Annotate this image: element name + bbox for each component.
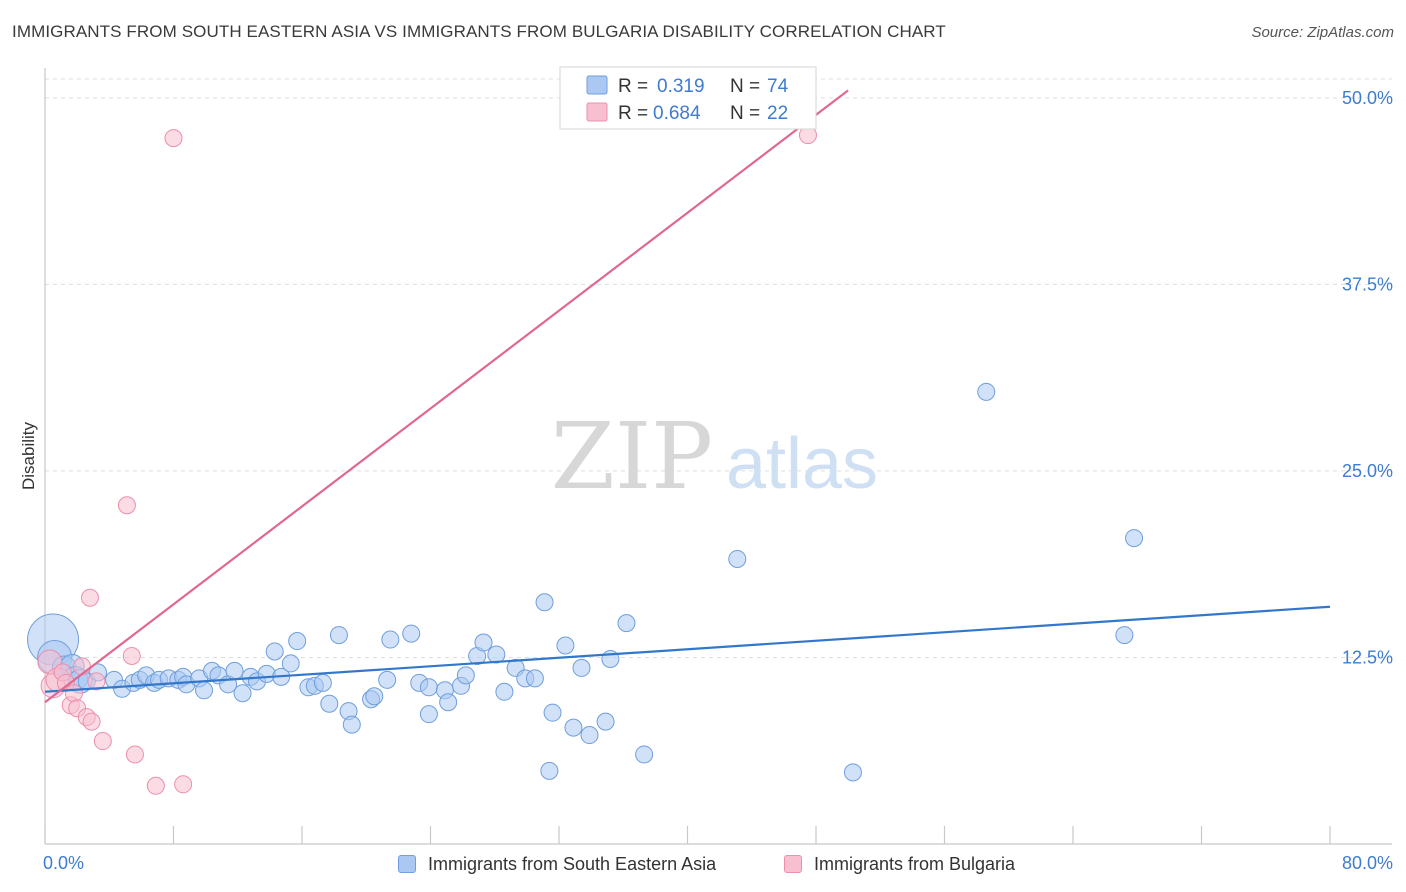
- point-south-eastern-asia: [843, 763, 862, 782]
- point-south-eastern-asia: [535, 593, 554, 612]
- watermark: ZIP atlas: [551, 403, 878, 510]
- point-south-eastern-asia: [1115, 626, 1134, 645]
- legend-item-south-eastern-asia[interactable]: Immigrants from South Eastern Asia: [398, 851, 716, 877]
- point-south-eastern-asia: [439, 693, 458, 712]
- point-south-eastern-asia: [257, 664, 276, 683]
- stats-n-value-2: 22: [767, 103, 788, 124]
- point-south-eastern-asia: [419, 705, 438, 724]
- point-south-eastern-asia: [342, 715, 361, 734]
- ticks-layer: 12.5% 25.0% 37.5% 50.0% 0.0% 80.0%: [43, 88, 1393, 873]
- legend-label-south-eastern-asia: Immigrants from South Eastern Asia: [428, 853, 717, 874]
- point-south-eastern-asia: [195, 681, 214, 700]
- stats-r-value-2: 0.684: [653, 103, 701, 124]
- point-south-eastern-asia: [474, 633, 493, 652]
- point-south-eastern-asia: [596, 712, 615, 731]
- point-south-eastern-asia: [564, 718, 583, 737]
- stats-r-label-2: R =: [618, 103, 648, 124]
- watermark-atlas: atlas: [726, 424, 878, 504]
- x-tick-label: 80.0%: [1342, 853, 1393, 873]
- point-bulgaria: [82, 712, 101, 731]
- stats-r-value-1: 0.319: [657, 76, 705, 97]
- y-tick-label: 12.5%: [1342, 647, 1393, 667]
- point-south-eastern-asia: [543, 703, 562, 722]
- point-south-eastern-asia: [572, 658, 591, 677]
- trend-layer: [44, 89, 1331, 704]
- point-south-eastern-asia: [525, 669, 544, 688]
- point-south-eastern-asia: [265, 642, 284, 661]
- stats-n-value-1: 74: [767, 76, 789, 97]
- trend-line-bulgaria: [44, 89, 849, 704]
- legend-swatch-blue: [398, 855, 416, 873]
- point-south-eastern-asia: [617, 614, 636, 633]
- source-label: Source: ZipAtlas.com: [1251, 24, 1394, 41]
- point-south-eastern-asia: [329, 626, 348, 645]
- legend-item-bulgaria[interactable]: Immigrants from Bulgaria: [784, 851, 1015, 877]
- points-layer: [27, 126, 1144, 795]
- point-bulgaria: [72, 657, 91, 676]
- point-bulgaria: [93, 732, 112, 751]
- grid-layer: [45, 78, 1392, 658]
- point-south-eastern-asia: [556, 636, 575, 655]
- y-tick-label: 25.0%: [1342, 461, 1393, 481]
- point-bulgaria: [80, 588, 99, 607]
- point-south-eastern-asia: [233, 684, 252, 703]
- stats-swatch-blue: [586, 75, 608, 95]
- point-south-eastern-asia: [381, 630, 400, 649]
- point-south-eastern-asia: [580, 726, 599, 745]
- point-south-eastern-asia: [365, 687, 384, 706]
- watermark-zip: ZIP: [551, 403, 713, 510]
- point-south-eastern-asia: [495, 682, 514, 701]
- point-south-eastern-asia: [320, 694, 339, 713]
- stats-n-label-2: N =: [730, 103, 760, 124]
- point-bulgaria: [174, 775, 193, 794]
- legend-swatch-pink: [784, 855, 802, 873]
- stats-box: R = 0.319 N = 74 R = 0.684 N = 22: [559, 66, 817, 130]
- point-south-eastern-asia: [225, 661, 244, 680]
- point-south-eastern-asia: [540, 761, 559, 780]
- y-tick-label: 37.5%: [1342, 274, 1393, 294]
- point-south-eastern-asia: [635, 745, 654, 764]
- y-axis-label: Disability: [19, 421, 38, 490]
- point-bulgaria: [164, 129, 183, 148]
- point-south-eastern-asia: [1125, 529, 1144, 548]
- point-bulgaria: [146, 776, 165, 795]
- point-bulgaria: [87, 672, 106, 691]
- point-south-eastern-asia: [456, 666, 475, 685]
- point-south-eastern-asia: [728, 549, 747, 568]
- point-south-eastern-asia: [977, 382, 996, 401]
- point-bulgaria: [125, 745, 144, 764]
- point-bulgaria: [64, 684, 83, 703]
- point-south-eastern-asia: [419, 678, 438, 697]
- x-tick-label: 0.0%: [43, 853, 84, 873]
- point-bulgaria: [117, 496, 136, 515]
- trend-line-south-eastern-asia: [44, 605, 1331, 693]
- point-south-eastern-asia: [378, 670, 397, 689]
- legend-label-bulgaria: Immigrants from Bulgaria: [814, 853, 1016, 874]
- chart-title: IMMIGRANTS FROM SOUTH EASTERN ASIA VS IM…: [12, 22, 946, 41]
- stats-n-label-1: N =: [730, 76, 760, 97]
- y-tick-label: 50.0%: [1342, 88, 1393, 108]
- stats-r-label-1: R =: [618, 76, 648, 97]
- point-south-eastern-asia: [313, 673, 332, 692]
- point-south-eastern-asia: [281, 654, 300, 673]
- point-bulgaria: [122, 646, 141, 665]
- axes-layer: [44, 68, 1392, 845]
- point-south-eastern-asia: [402, 624, 421, 643]
- stats-swatch-pink: [586, 102, 608, 122]
- point-south-eastern-asia: [288, 632, 307, 651]
